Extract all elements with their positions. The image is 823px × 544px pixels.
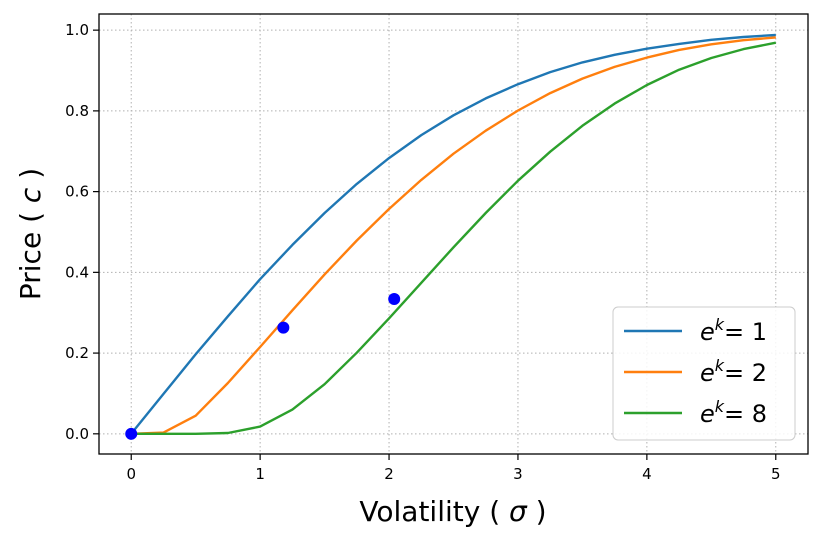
legend-label-3: ek= 8: [700, 397, 767, 428]
series-line-1: [130, 33, 776, 435]
x-tick-label: 3: [513, 465, 523, 483]
x-axis-label: Volatility ( σ ): [359, 495, 546, 528]
marker-point-3: [388, 292, 401, 305]
x-tick-label: 4: [642, 465, 652, 483]
y-tick-label: 0.4: [65, 263, 89, 281]
marker-point-2: [277, 321, 290, 334]
plot-frame: [98, 13, 809, 455]
series-line-3: [131, 41, 777, 435]
legend-label-1: ek= 1: [700, 315, 767, 346]
markers: [125, 292, 401, 440]
legend-box: [612, 306, 796, 441]
legend-label-2: ek= 2: [700, 356, 767, 387]
x-tick-label: 2: [384, 465, 394, 483]
x-tick-label: 0: [126, 465, 136, 483]
series-lines: [130, 33, 777, 435]
x-tick-label: 1: [255, 465, 265, 483]
y-tick-label: 0.6: [65, 183, 89, 201]
series-line-2: [131, 36, 776, 435]
grid: [99, 14, 808, 454]
x-tick-label: 5: [771, 465, 781, 483]
y-tick-label: 0.8: [65, 102, 89, 120]
legend: ek= 1 ek= 2 ek= 8: [612, 306, 796, 441]
y-tick-label: 0.2: [65, 344, 89, 362]
marker-point-1: [125, 427, 138, 440]
y-tick-label: 1.0: [65, 21, 89, 39]
ticks: 0 1 2 3 4 5 0.0 0.2 0.4 0.6 0.8 1.0: [65, 21, 780, 483]
y-tick-label: 0.0: [65, 425, 89, 443]
y-axis-label: Price ( c ): [14, 168, 47, 300]
